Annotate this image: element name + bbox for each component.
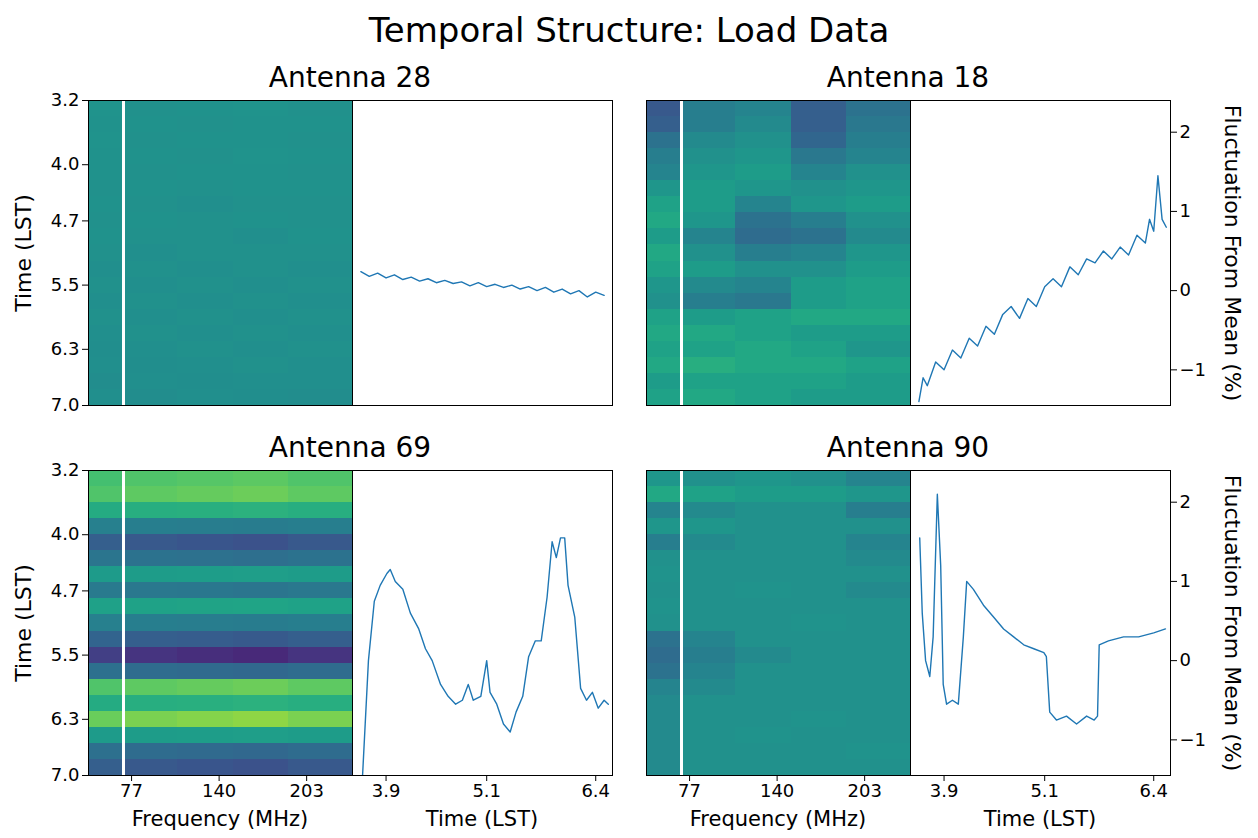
svg-text:7.0: 7.0 [51, 764, 80, 785]
html-text:Antenna 69: Antenna 69 [268, 431, 432, 464]
svg-text:203: 203 [289, 780, 323, 801]
svg-text:140: 140 [760, 780, 794, 801]
html-text:Time (LST): Time (LST) [11, 193, 36, 312]
html-text:Time (LST): Time (LST) [425, 806, 539, 831]
svg-text:2: 2 [1180, 491, 1191, 512]
svg-text:0: 0 [1180, 649, 1191, 670]
html-text:Fluctuation From Mean (%): Fluctuation From Mean (%) [1220, 104, 1245, 401]
html-text:Temporal Structure: Load Data: Temporal Structure: Load Data [368, 10, 890, 50]
svg-text:3.9: 3.9 [372, 780, 401, 801]
svg-text:77: 77 [120, 780, 143, 801]
svg-text:0: 0 [1180, 279, 1191, 300]
html-text:Time (LST): Time (LST) [11, 563, 36, 682]
html-text:Frequency (MHz): Frequency (MHz) [131, 806, 309, 831]
svg-text:1: 1 [1180, 200, 1191, 221]
svg-text:4.7: 4.7 [51, 210, 80, 231]
svg-text:6.4: 6.4 [581, 780, 610, 801]
svg-text:203: 203 [847, 780, 881, 801]
html-text:Fluctuation From Mean (%): Fluctuation From Mean (%) [1220, 474, 1245, 771]
html-text:Frequency (MHz): Frequency (MHz) [689, 806, 867, 831]
svg-text:1: 1 [1180, 570, 1191, 591]
svg-text:3.2: 3.2 [51, 459, 80, 480]
svg-text:5.5: 5.5 [51, 274, 80, 295]
svg-text:4.7: 4.7 [51, 580, 80, 601]
svg-text:5.1: 5.1 [472, 780, 501, 801]
svg-text:4.0: 4.0 [51, 153, 80, 174]
svg-text:−1: −1 [1180, 359, 1207, 380]
svg-text:7.0: 7.0 [51, 394, 80, 415]
svg-text:6.4: 6.4 [1139, 780, 1168, 801]
html-text:Time (LST): Time (LST) [983, 806, 1097, 831]
svg-text:5.5: 5.5 [51, 644, 80, 665]
svg-text:4.0: 4.0 [51, 523, 80, 544]
svg-text:6.3: 6.3 [51, 338, 80, 359]
svg-text:−1: −1 [1180, 729, 1207, 750]
svg-text:77: 77 [678, 780, 701, 801]
svg-text:2: 2 [1180, 121, 1191, 142]
svg-text:3.9: 3.9 [930, 780, 959, 801]
svg-text:5.1: 5.1 [1030, 780, 1059, 801]
svg-text:140: 140 [202, 780, 236, 801]
svg-text:6.3: 6.3 [51, 708, 80, 729]
svg-text:3.2: 3.2 [51, 89, 80, 110]
html-text:Antenna 90: Antenna 90 [826, 431, 990, 464]
html-text:Antenna 18: Antenna 18 [826, 61, 990, 94]
html-text:Antenna 28: Antenna 28 [268, 61, 432, 94]
